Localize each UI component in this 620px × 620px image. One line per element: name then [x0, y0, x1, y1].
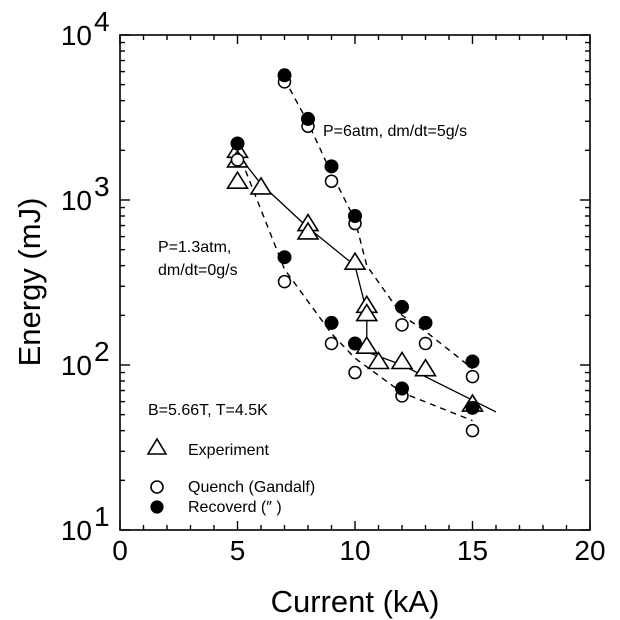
x-tick-label: 20: [574, 535, 605, 566]
recoverd-filled-circle-marker: [395, 381, 409, 396]
y-axis-label: Energy (mJ): [12, 198, 47, 367]
x-tick-label: 15: [457, 535, 488, 566]
quench-open-circle-marker: [348, 365, 362, 380]
quench-open-circle-marker: [465, 369, 480, 384]
recoverd-filled-circle-marker: [418, 315, 433, 330]
y-tick-label: 10: [61, 185, 92, 216]
recoverd-filled-circle-marker: [465, 354, 480, 369]
recoverd-filled-circle-marker: [301, 111, 315, 126]
recoverd-filled-circle-marker: [348, 208, 362, 223]
y-tick-exponent: 2: [94, 336, 110, 367]
experiment-triangle-marker: [367, 350, 390, 370]
y-tick-exponent: 1: [94, 501, 110, 532]
recoverd-filled-circle-marker: [395, 299, 409, 314]
annotation-conditions: B=5.66T, T=4.5K: [148, 402, 268, 419]
legend-filled-circle-marker: [150, 500, 164, 514]
quench-open-circle-marker: [418, 336, 433, 351]
x-tick-label: 5: [230, 535, 246, 566]
legend-triangle-marker: [146, 437, 168, 455]
experiment-triangle-marker: [414, 358, 437, 377]
y-tick-label: 10: [61, 350, 92, 381]
quench-open-circle-marker: [277, 274, 292, 289]
experiment-triangle-marker: [226, 170, 249, 189]
dashed-fit-line-2: [236, 150, 473, 422]
experiment-triangle-marker: [390, 350, 414, 370]
solid-fit-line-0: [236, 153, 497, 413]
data-markers: [226, 68, 484, 438]
recoverd-filled-circle-marker: [324, 159, 339, 174]
legend-label-recoverd: Recoverd (″ ): [188, 499, 282, 516]
experiment-triangle-marker: [249, 176, 273, 195]
x-tick-label: 0: [112, 535, 128, 566]
annotation-1-3atm: P=1.3atm,: [158, 239, 231, 256]
experiment-triangle-marker: [296, 221, 320, 240]
x-tick-label: 10: [339, 535, 370, 566]
annotation-6atm: P=6atm, dm/dt=5g/s: [323, 123, 467, 140]
legend-label-quench: Quench (Gandalf): [188, 479, 315, 496]
x-axis-label: Current (kA): [271, 584, 440, 619]
experiment-triangle-marker: [355, 303, 379, 322]
experiment-triangle-marker: [343, 251, 367, 270]
quench-open-circle-marker: [324, 174, 339, 188]
recoverd-filled-circle-marker: [277, 68, 292, 83]
recoverd-filled-circle-marker: [277, 250, 292, 265]
recoverd-filled-circle-marker: [230, 136, 245, 151]
y-tick-label: 10: [61, 515, 92, 546]
y-tick-exponent: 3: [94, 171, 110, 202]
quench-open-circle-marker: [395, 318, 409, 332]
recoverd-filled-circle-marker: [324, 315, 339, 330]
annotation-dmdt-0: dm/dt=0g/s: [158, 262, 238, 279]
legend-open-circle-marker: [150, 480, 164, 494]
quench-open-circle-marker: [465, 423, 480, 438]
recoverd-filled-circle-marker: [465, 400, 480, 415]
quench-open-circle-marker: [324, 336, 339, 351]
quench-open-circle-marker: [230, 153, 245, 167]
y-tick-label: 10: [61, 20, 92, 51]
y-tick-exponent: 4: [94, 6, 110, 37]
legend-label-experiment: Experiment: [188, 442, 269, 459]
recoverd-filled-circle-marker: [348, 336, 362, 351]
legend: Experiment Quench (Gandalf) Recoverd (″ …: [146, 437, 315, 516]
